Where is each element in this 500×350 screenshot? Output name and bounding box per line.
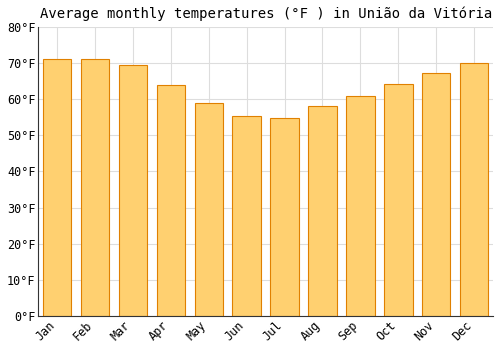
Bar (156, 85, 185, 316)
Bar (119, 65, 147, 316)
Bar (422, 73, 450, 316)
Bar (384, 84, 412, 316)
Bar (43, 59, 72, 316)
Bar (232, 117, 261, 316)
Bar (270, 118, 299, 316)
Bar (81, 59, 110, 316)
Bar (346, 96, 374, 316)
Title: Average monthly temperatures (°F ) in União da Vitória: Average monthly temperatures (°F ) in Un… (40, 7, 492, 21)
Bar (308, 106, 336, 316)
Bar (194, 103, 223, 316)
Bar (460, 63, 488, 316)
